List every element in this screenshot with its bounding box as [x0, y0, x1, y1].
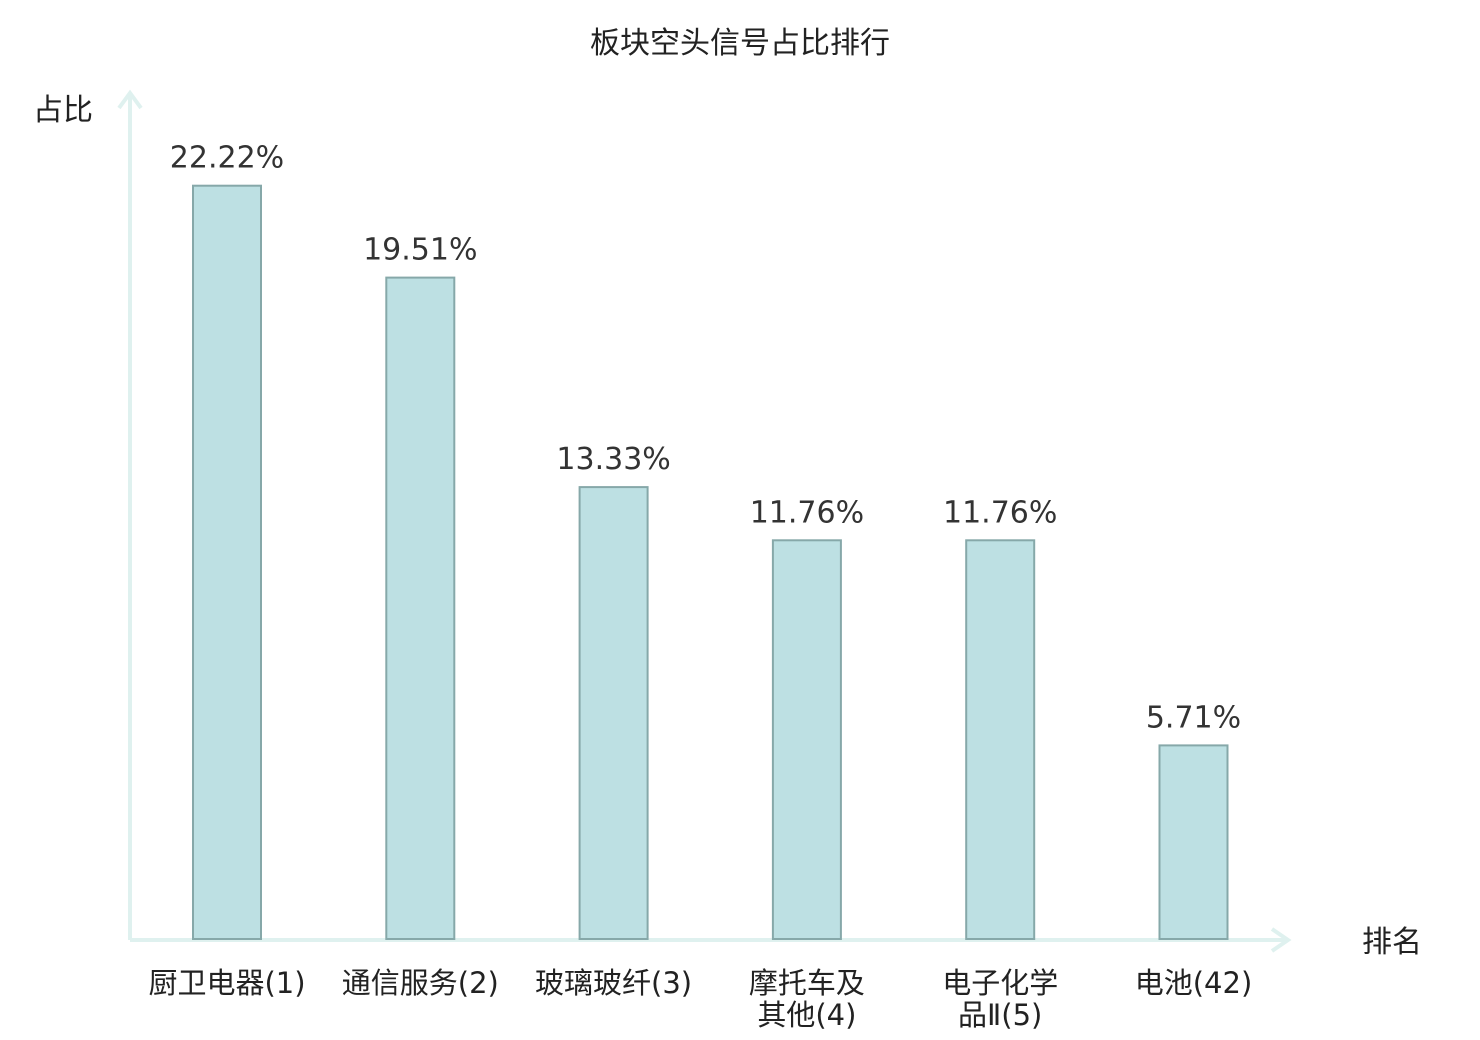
x-axis-label: 排名 — [1362, 925, 1422, 960]
x-axis — [130, 927, 1292, 953]
value-labels-group: 22.22% 19.51% 13.33% 11.76% 11.76% 5.71% — [170, 141, 1241, 736]
value-label: 19.51% — [363, 233, 477, 268]
value-label: 13.33% — [556, 442, 670, 477]
value-label: 11.76% — [943, 495, 1057, 530]
bar — [578, 486, 649, 940]
value-label: 5.71% — [1146, 700, 1241, 735]
y-axis-label: 占比 — [33, 93, 93, 128]
chart-title: 板块空头信号占比排行 — [590, 26, 890, 61]
bar — [771, 539, 842, 940]
bar — [385, 276, 456, 941]
category-label: 玻璃玻纤(3) — [535, 966, 692, 1000]
category-label: 摩托车及其他(4) — [749, 966, 865, 1032]
bars-group — [192, 184, 1229, 941]
category-labels-group: 厨卫电器(1) 通信服务(2) 玻璃玻纤(3) 摩托车及其他(4) 电子化学品Ⅱ(5) 电… — [148, 966, 1252, 1032]
value-label: 22.22% — [170, 141, 284, 176]
category-label: 厨卫电器(1) — [148, 966, 305, 1000]
category-label: 通信服务(2) — [342, 966, 499, 1000]
bar — [965, 539, 1036, 940]
value-label: 11.76% — [750, 495, 864, 530]
bar — [192, 184, 262, 940]
bar — [1158, 744, 1229, 941]
category-label: 电池(42) — [1135, 966, 1253, 1000]
y-axis — [117, 89, 143, 940]
category-label: 电子化学品Ⅱ(5) — [942, 966, 1058, 1032]
